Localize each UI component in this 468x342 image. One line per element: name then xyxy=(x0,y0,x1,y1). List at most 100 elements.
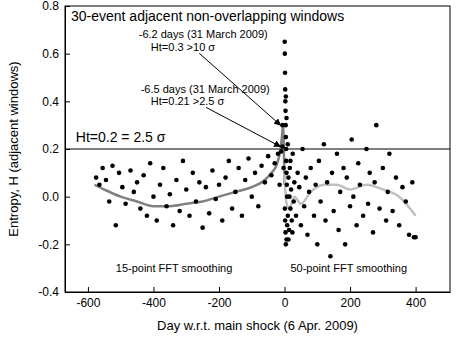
point xyxy=(307,190,312,195)
annotation: Ht=0.21 >2.5 σ xyxy=(151,95,225,107)
point xyxy=(313,182,318,187)
point xyxy=(397,223,402,228)
point xyxy=(413,235,418,240)
x-axis-title: Day w.r.t. main shock (6 Apr. 2009) xyxy=(157,318,358,333)
point xyxy=(148,161,153,166)
point xyxy=(246,156,251,161)
point xyxy=(253,171,258,176)
point xyxy=(331,209,336,214)
point xyxy=(145,213,150,218)
point xyxy=(138,206,143,211)
tick-label: 0.8 xyxy=(42,0,59,13)
point xyxy=(132,190,137,195)
point xyxy=(288,159,293,164)
tick: 200 xyxy=(341,287,361,310)
y-axis-title: Entropy, H (adjacent windows) xyxy=(6,61,21,236)
point xyxy=(190,171,195,176)
point xyxy=(284,171,289,176)
point xyxy=(343,242,348,247)
point xyxy=(328,254,333,259)
title: 30-event adjacent non-overlapping window… xyxy=(71,8,344,24)
point xyxy=(390,209,395,214)
tick-mark xyxy=(65,292,70,293)
point xyxy=(377,206,382,211)
annotations: -6.2 days (31 March 2009)Ht=0.3 >10 σ-6.… xyxy=(76,28,407,274)
tick-label: 0.2 xyxy=(42,142,59,156)
annotation: -6.2 days (31 March 2009) xyxy=(139,28,268,40)
point xyxy=(294,213,299,218)
point xyxy=(243,178,248,183)
point xyxy=(325,180,330,185)
point xyxy=(372,180,377,185)
point xyxy=(128,168,133,173)
point xyxy=(348,204,353,209)
point xyxy=(284,147,289,152)
point xyxy=(158,182,163,187)
point xyxy=(283,51,288,56)
point xyxy=(220,218,225,223)
chart: -600-400-2000200400-0.4-0.20.00.20.40.60… xyxy=(0,0,468,342)
tick-mark xyxy=(416,287,417,292)
point xyxy=(283,70,288,75)
point xyxy=(385,190,390,195)
tick: 0.0 xyxy=(42,190,70,204)
point xyxy=(213,197,218,202)
point xyxy=(349,137,354,142)
point xyxy=(135,180,140,185)
point xyxy=(315,242,320,247)
smoothing-line xyxy=(285,173,416,216)
point xyxy=(292,180,297,185)
point xyxy=(94,175,99,180)
tick: 0 xyxy=(282,287,289,310)
point xyxy=(174,178,179,183)
point xyxy=(233,190,238,195)
point xyxy=(361,213,366,218)
plot-frame xyxy=(65,6,450,292)
point xyxy=(249,194,254,199)
point xyxy=(100,166,105,171)
point xyxy=(223,175,228,180)
point xyxy=(184,187,189,192)
point xyxy=(297,185,302,190)
tick-mark xyxy=(153,287,154,292)
point xyxy=(299,223,304,228)
point xyxy=(317,159,322,164)
tick: 0.6 xyxy=(42,47,70,61)
point xyxy=(308,166,313,171)
point xyxy=(290,230,295,235)
tick: -600 xyxy=(76,287,100,310)
point xyxy=(338,190,343,195)
tick-label: -600 xyxy=(76,296,100,310)
point xyxy=(374,123,379,128)
point xyxy=(300,147,305,152)
point xyxy=(358,182,363,187)
point xyxy=(287,166,292,171)
tick-label: 400 xyxy=(406,296,426,310)
point xyxy=(351,194,356,199)
point xyxy=(366,202,371,207)
point xyxy=(281,166,286,171)
point xyxy=(284,116,289,121)
tick-mark xyxy=(65,101,70,102)
point xyxy=(107,199,112,204)
point xyxy=(117,171,122,176)
point xyxy=(286,213,291,218)
point xyxy=(161,166,166,171)
axis-line xyxy=(66,292,451,293)
point xyxy=(256,204,261,209)
tick-label: 0.4 xyxy=(42,95,59,109)
point xyxy=(354,223,359,228)
tick-mark xyxy=(65,197,70,198)
point xyxy=(305,233,310,238)
point xyxy=(288,206,293,211)
tick-label: -400 xyxy=(142,296,166,310)
point xyxy=(394,175,399,180)
point xyxy=(283,87,288,92)
point xyxy=(384,218,389,223)
scatter-points xyxy=(94,39,418,258)
point xyxy=(410,180,415,185)
annotation: 50-point FFT smoothing xyxy=(290,262,407,274)
y-axis: -0.4-0.20.00.20.40.60.8 xyxy=(38,0,70,299)
tick-mark xyxy=(65,54,70,55)
point xyxy=(312,213,317,218)
